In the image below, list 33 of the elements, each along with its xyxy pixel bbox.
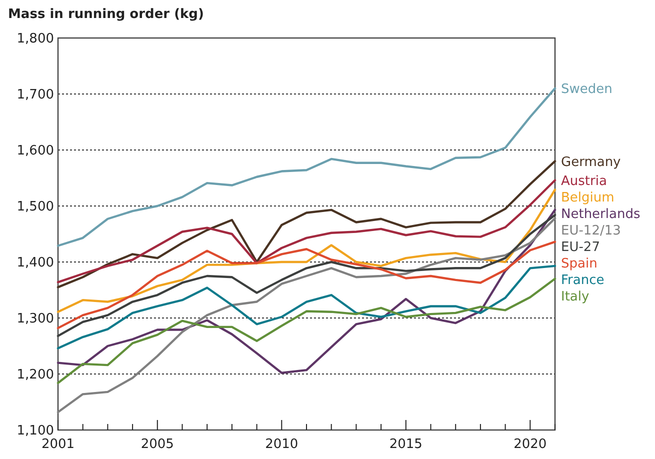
series-label: France [561,272,604,288]
y-tick-label: 1,200 [16,368,54,383]
y-tick-label: 1,400 [16,256,54,271]
series-label: Sweden [561,82,612,97]
series-label: EU-27 [561,240,600,255]
line-series [56,160,556,288]
y-tick-label: 1,100 [16,424,54,439]
x-tick-label: 2015 [389,437,422,452]
line-series [56,179,556,284]
line-series [56,278,556,384]
line-series [56,240,556,330]
series-label: Spain [561,256,598,272]
line-series [56,188,556,313]
series-label: Germany [561,154,622,170]
y-axis-title: Mass in running order (kg) [8,7,204,22]
y-tick-label: 1,800 [16,32,54,47]
x-tick-label: 2010 [265,437,298,452]
y-tick-label: 1,600 [16,144,54,159]
line-series [56,87,556,247]
y-tick-label: 1,700 [16,88,54,103]
line-series [56,217,556,414]
line-series [56,208,556,374]
series-label: Netherlands [561,206,640,222]
y-tick-label: 1,500 [16,200,54,215]
series-label: Belgium [561,190,614,206]
x-tick-label: 2001 [41,437,75,452]
x-tick-label: 2020 [514,437,547,452]
line-series [56,264,556,350]
series-label: Italy [561,289,590,304]
series-label: Austria [561,174,607,189]
series-label: EU-12/13 [561,223,621,238]
y-tick-label: 1,300 [16,312,54,327]
x-tick-label: 2005 [140,437,174,452]
